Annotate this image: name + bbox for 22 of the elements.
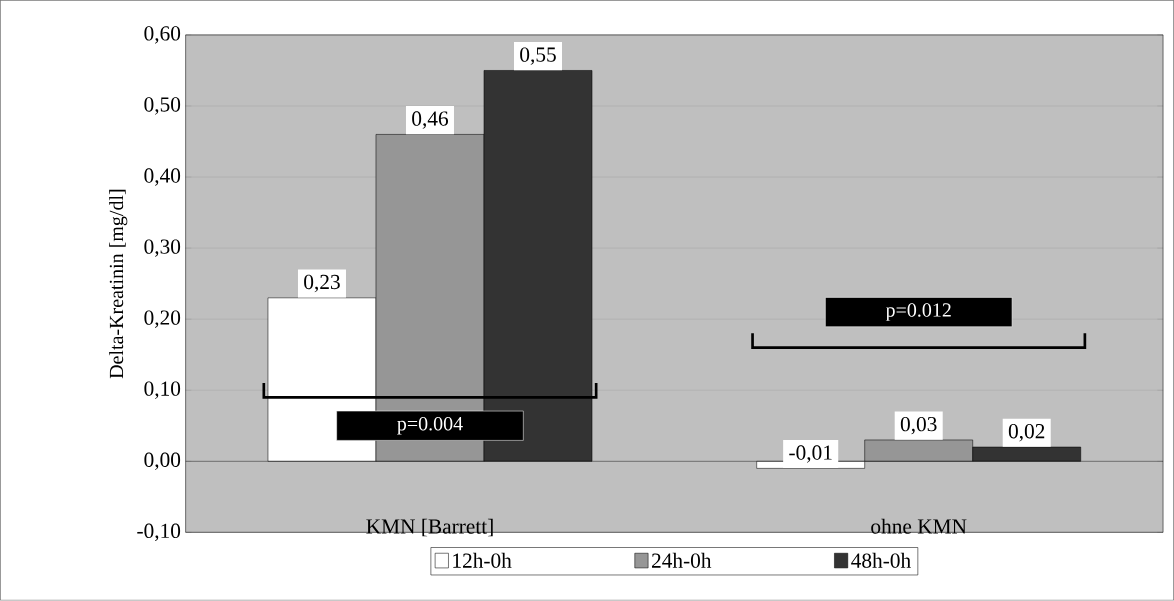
data-label: 0,46 [412, 111, 449, 130]
x-tick-label: ohne KMN [871, 518, 967, 534]
annotation: p=0.004 [397, 417, 463, 435]
y-tick-label: 0,60 [144, 26, 181, 44]
data-label: 0,55 [520, 47, 556, 66]
data-label: 0,23 [304, 274, 340, 293]
y-tick-label: 0,30 [144, 239, 181, 258]
legend-label: 24h-0h [652, 553, 712, 569]
y-tick-label: 0,10 [144, 381, 181, 400]
y-axis-title: Delta-Kreatinin [mg/dl] [109, 190, 128, 379]
y-tick-label: 0,50 [144, 97, 181, 115]
x-tick-label: KMN [Barrett] [366, 518, 493, 537]
y-tick-label: 0,40 [144, 168, 181, 186]
legend-label: 12h-0h [453, 553, 512, 569]
y-tick-label: 0,00 [144, 452, 181, 471]
legend-label: 48h-0h [851, 553, 911, 569]
data-label: 0,02 [1008, 424, 1045, 442]
annotation: p=0.012 [885, 303, 951, 322]
y-tick-label: -0,10 [137, 523, 181, 542]
data-label: 0,03 [900, 417, 937, 435]
y-tick-label: 0,20 [144, 310, 181, 329]
data-label: -0,01 [789, 445, 832, 463]
